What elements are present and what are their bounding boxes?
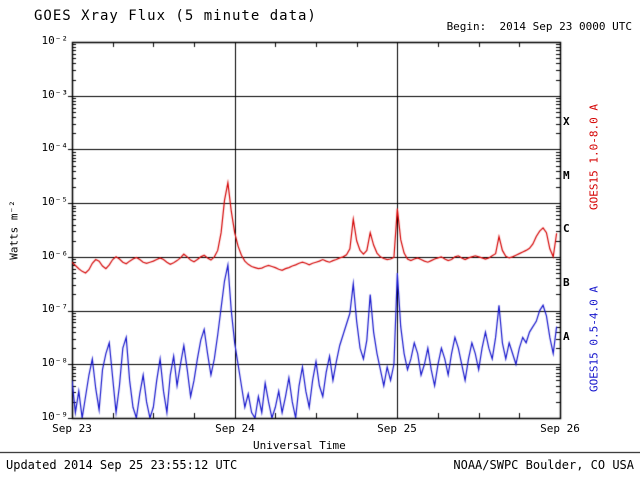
y-tick-label: 10⁻⁸ <box>41 356 69 369</box>
y-tick-label: 10⁻⁷ <box>41 302 69 315</box>
flare-class-label-c: C <box>563 222 570 235</box>
x-axis-title: Universal Time <box>253 439 346 452</box>
x-tick-label: Sep 25 <box>377 422 417 435</box>
source-credit: NOAA/SWPC Boulder, CO USA <box>453 458 634 472</box>
flare-class-label-a: A <box>563 330 570 343</box>
series-label-short-channel: GOES15 0.5-4.0 A <box>587 286 601 392</box>
x-tick-label: Sep 24 <box>215 422 255 435</box>
series-label-long-channel: GOES15 1.0-8.0 A <box>587 104 601 210</box>
x-tick-label: Sep 26 <box>540 422 580 435</box>
x-tick-label: Sep 23 <box>52 422 92 435</box>
y-axis-title: Watts m⁻² <box>7 200 21 260</box>
y-tick-label: 10⁻⁵ <box>41 195 69 208</box>
flare-class-label-m: M <box>563 169 570 182</box>
chart-title: GOES Xray Flux (5 minute data) <box>34 8 317 24</box>
y-tick-label: 10⁻² <box>41 34 69 47</box>
flare-class-label-x: X <box>563 115 570 128</box>
y-tick-label: 10⁻⁶ <box>41 249 69 262</box>
y-tick-label: 10⁻⁹ <box>41 410 69 423</box>
y-tick-label: 10⁻⁴ <box>41 141 69 154</box>
flare-class-label-b: B <box>563 276 570 289</box>
y-tick-label: 10⁻³ <box>41 88 69 101</box>
begin-timestamp: Begin: 2014 Sep 23 0000 UTC <box>446 20 632 33</box>
updated-timestamp: Updated 2014 Sep 25 23:55:12 UTC <box>6 458 238 472</box>
